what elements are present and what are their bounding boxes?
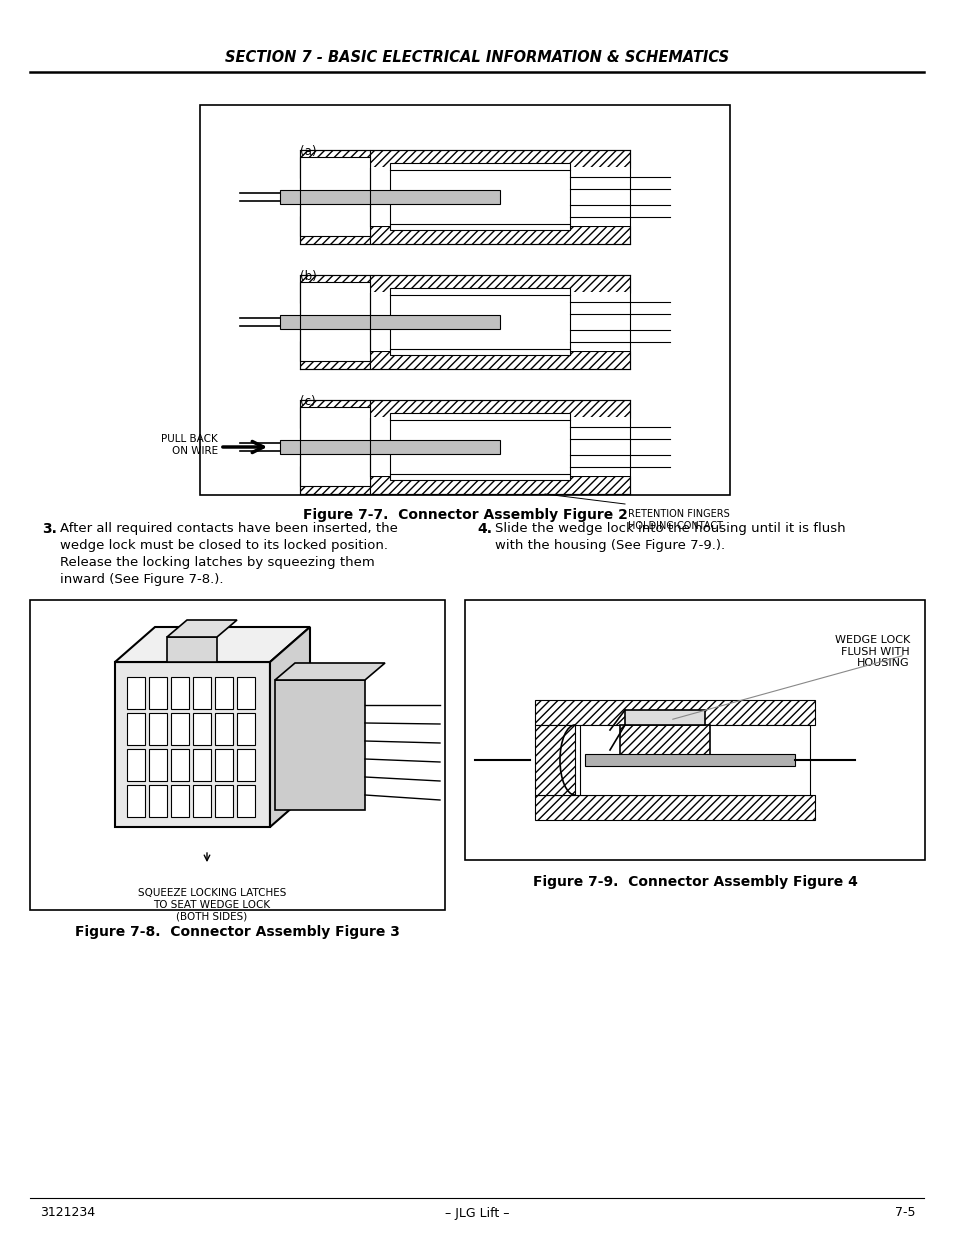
Bar [214, 713, 233, 745]
Bar [299, 466, 370, 494]
Bar [299, 157, 370, 236]
Bar [193, 677, 211, 709]
Bar [390, 163, 569, 230]
Bar [127, 677, 145, 709]
Bar [280, 190, 499, 204]
Bar [280, 440, 499, 454]
Text: Figure 7-8.  Connector Assembly Figure 3: Figure 7-8. Connector Assembly Figure 3 [74, 925, 399, 939]
Bar [193, 785, 211, 818]
Bar [299, 408, 370, 487]
Bar [299, 216, 370, 245]
Bar [149, 785, 167, 818]
Bar [193, 748, 211, 781]
Bar [370, 291, 629, 351]
Polygon shape [624, 710, 704, 725]
Bar [193, 713, 211, 745]
Text: wedge lock must be closed to its locked position.: wedge lock must be closed to its locked … [60, 538, 388, 552]
Text: 3121234: 3121234 [40, 1207, 95, 1219]
Bar [370, 226, 629, 245]
Bar [115, 662, 270, 827]
Bar [30, 600, 444, 910]
Bar [619, 725, 709, 760]
Bar [299, 149, 370, 178]
Bar [280, 315, 499, 329]
Bar [149, 677, 167, 709]
Bar [299, 400, 370, 429]
Bar [535, 725, 575, 795]
Bar [127, 748, 145, 781]
Bar [171, 748, 189, 781]
Text: SQUEEZE LOCKING LATCHES
TO SEAT WEDGE LOCK
(BOTH SIDES): SQUEEZE LOCKING LATCHES TO SEAT WEDGE LO… [137, 888, 286, 921]
Text: (c): (c) [299, 395, 315, 408]
Text: 4.: 4. [476, 522, 492, 536]
Bar [127, 785, 145, 818]
Bar [370, 351, 629, 369]
Text: inward (See Figure 7-8.).: inward (See Figure 7-8.). [60, 573, 223, 585]
Text: SECTION 7 - BASIC ELECTRICAL INFORMATION & SCHEMATICS: SECTION 7 - BASIC ELECTRICAL INFORMATION… [225, 51, 728, 65]
Bar [370, 417, 629, 475]
Bar [167, 637, 216, 662]
Text: Figure 7-7.  Connector Assembly Figure 2: Figure 7-7. Connector Assembly Figure 2 [302, 508, 627, 522]
Bar [236, 785, 254, 818]
Text: (b): (b) [299, 270, 316, 283]
Polygon shape [115, 627, 310, 662]
Text: – JLG Lift –: – JLG Lift – [444, 1207, 509, 1219]
Text: PULL BACK
ON WIRE: PULL BACK ON WIRE [161, 435, 218, 456]
Text: Figure 7-9.  Connector Assembly Figure 4: Figure 7-9. Connector Assembly Figure 4 [532, 876, 857, 889]
Text: After all required contacts have been inserted, the: After all required contacts have been in… [60, 522, 397, 535]
Polygon shape [270, 627, 310, 827]
Bar [579, 725, 809, 795]
Text: RETENTION FINGERS
HOLDING CONTACT: RETENTION FINGERS HOLDING CONTACT [627, 509, 729, 531]
Bar [149, 713, 167, 745]
Bar [584, 755, 794, 766]
Bar [171, 785, 189, 818]
Bar [149, 748, 167, 781]
Bar [299, 341, 370, 369]
Bar [370, 475, 629, 494]
Bar [171, 713, 189, 745]
Bar [464, 600, 924, 860]
Bar [214, 677, 233, 709]
Polygon shape [274, 663, 385, 680]
Bar [370, 149, 629, 168]
Bar [214, 785, 233, 818]
Text: 7-5: 7-5 [895, 1207, 915, 1219]
Bar [236, 677, 254, 709]
Bar [299, 275, 370, 303]
Bar [214, 748, 233, 781]
Bar [370, 400, 629, 417]
Bar [171, 677, 189, 709]
Text: WEDGE LOCK
FLUSH WITH
HOUSING: WEDGE LOCK FLUSH WITH HOUSING [834, 635, 909, 668]
Bar [390, 288, 569, 354]
Bar [370, 275, 629, 293]
Bar [390, 412, 569, 480]
Text: Slide the wedge lock into the housing until it is flush: Slide the wedge lock into the housing un… [495, 522, 844, 535]
Bar [274, 680, 365, 810]
Bar [236, 748, 254, 781]
Bar [299, 282, 370, 361]
Polygon shape [167, 620, 236, 637]
Text: with the housing (See Figure 7-9.).: with the housing (See Figure 7-9.). [495, 538, 724, 552]
Bar [127, 713, 145, 745]
Bar [236, 713, 254, 745]
Text: (a): (a) [299, 144, 316, 158]
Text: 3.: 3. [42, 522, 57, 536]
Text: Release the locking latches by squeezing them: Release the locking latches by squeezing… [60, 556, 375, 569]
Bar [370, 167, 629, 226]
Bar [200, 105, 729, 495]
Bar [535, 795, 814, 820]
Bar [535, 700, 814, 725]
